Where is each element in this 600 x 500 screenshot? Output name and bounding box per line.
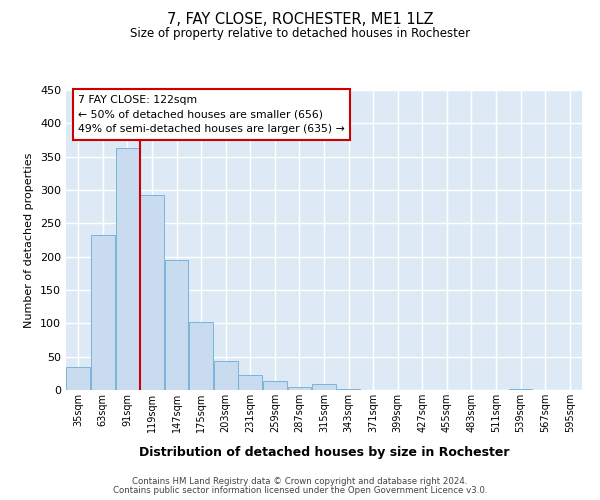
Bar — [312, 384, 336, 390]
Text: 7 FAY CLOSE: 122sqm
← 50% of detached houses are smaller (656)
49% of semi-detac: 7 FAY CLOSE: 122sqm ← 50% of detached ho… — [78, 94, 345, 134]
Bar — [263, 380, 287, 390]
Bar — [214, 360, 238, 390]
Text: Size of property relative to detached houses in Rochester: Size of property relative to detached ho… — [130, 28, 470, 40]
Bar — [116, 148, 139, 390]
Bar — [91, 234, 115, 390]
Bar — [238, 376, 262, 390]
Bar — [287, 388, 311, 390]
Text: Contains public sector information licensed under the Open Government Licence v3: Contains public sector information licen… — [113, 486, 487, 495]
Bar — [67, 366, 90, 390]
Bar — [189, 322, 213, 390]
Bar — [164, 260, 188, 390]
Y-axis label: Number of detached properties: Number of detached properties — [25, 152, 34, 328]
Text: 7, FAY CLOSE, ROCHESTER, ME1 1LZ: 7, FAY CLOSE, ROCHESTER, ME1 1LZ — [167, 12, 433, 28]
Bar — [140, 196, 164, 390]
Text: Contains HM Land Registry data © Crown copyright and database right 2024.: Contains HM Land Registry data © Crown c… — [132, 477, 468, 486]
Text: Distribution of detached houses by size in Rochester: Distribution of detached houses by size … — [139, 446, 509, 459]
